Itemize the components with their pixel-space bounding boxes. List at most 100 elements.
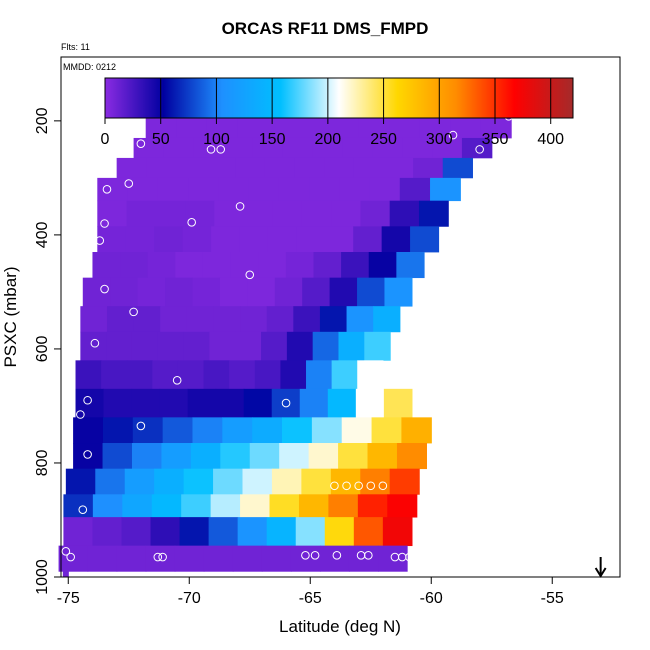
observation-marker <box>206 145 216 154</box>
heatmap-cell <box>299 388 329 418</box>
observation-marker <box>124 179 134 188</box>
heatmap-cell <box>294 157 325 179</box>
heatmap-cell <box>341 252 370 279</box>
observation-marker <box>463 193 472 203</box>
heatmap-cell <box>373 306 401 333</box>
heatmap-cell <box>205 157 236 179</box>
heatmap-cell <box>342 137 373 159</box>
heatmap-cell <box>368 252 397 279</box>
heatmap-cell <box>328 494 359 518</box>
colorbar-tick-label: 250 <box>370 131 397 148</box>
heatmap-cell <box>151 494 182 518</box>
heatmap-cell <box>269 494 300 518</box>
heatmap-cell <box>264 157 296 179</box>
heatmap-cell <box>389 200 420 227</box>
heatmap-cell <box>215 388 245 418</box>
colorbar-tick-label: 300 <box>426 131 453 148</box>
heatmap-cell <box>127 177 159 202</box>
heatmap-cell <box>131 443 163 470</box>
heatmap-cell <box>154 468 185 495</box>
heatmap-cells <box>58 106 512 572</box>
observation-marker <box>405 552 414 562</box>
observation-marker <box>83 450 92 459</box>
y-tick-label: 600 <box>34 335 51 362</box>
y-tick-label: 200 <box>34 107 51 134</box>
heatmap-cell <box>324 517 355 547</box>
heatmap-cell <box>162 417 194 444</box>
heatmap-cell <box>254 360 281 390</box>
heatmap-cell <box>278 177 310 202</box>
observation-marker <box>366 481 376 491</box>
observation-marker <box>281 398 291 408</box>
heatmap-cell <box>413 157 444 179</box>
heatmap-cell <box>282 137 314 159</box>
observation-marker <box>76 410 85 419</box>
observation-marker <box>61 547 71 556</box>
heatmap-cell <box>401 417 432 444</box>
heatmap-cell <box>240 306 268 333</box>
observation-marker <box>235 202 245 211</box>
heatmap-cell <box>243 200 274 227</box>
heatmap-cell <box>331 200 362 227</box>
observation-marker <box>448 130 458 140</box>
y-axis-label: PSXC (mbar) <box>1 266 20 367</box>
heatmap-cell <box>235 157 266 179</box>
heatmap-cell <box>125 226 155 253</box>
heatmap-cell <box>271 388 301 418</box>
heatmap-cell <box>222 417 253 444</box>
heatmap-cell <box>165 277 194 307</box>
heatmap-cell <box>213 468 244 495</box>
flights-label: Flts: 11 <box>61 42 90 52</box>
heatmap-cell <box>92 517 123 547</box>
heatmap-cell <box>301 468 332 495</box>
x-tick-label: -75 <box>57 590 80 607</box>
heatmap-cell <box>341 417 373 444</box>
heatmap-cell <box>126 360 153 390</box>
heatmap-cell <box>58 545 89 572</box>
x-tick-label: -65 <box>299 590 322 607</box>
heatmap-cell <box>147 252 176 279</box>
heatmap-cell <box>213 306 241 333</box>
heatmap-cell <box>161 443 192 470</box>
observation-marker <box>364 551 373 560</box>
heatmap-cell <box>353 517 384 547</box>
heatmap-cell <box>177 360 205 390</box>
heatmap-cell <box>232 545 263 572</box>
heatmap-cell <box>360 468 391 495</box>
heatmap-cell <box>357 494 388 518</box>
heatmap-cell <box>311 417 343 444</box>
heatmap-cell <box>63 494 94 518</box>
heatmap-cell <box>364 331 391 361</box>
observation-marker <box>354 481 363 491</box>
observation-marker <box>100 284 109 294</box>
heatmap-cell <box>92 494 123 518</box>
observation-marker <box>100 219 109 228</box>
heatmap-cell <box>280 360 307 390</box>
heatmap-cell <box>175 157 207 179</box>
heatmap-cell <box>132 417 164 444</box>
heatmap-cell <box>384 277 413 307</box>
mmdd-label: MMDD: 0212 <box>63 62 117 72</box>
heatmap-cell <box>187 388 217 418</box>
heatmap-cell <box>103 388 133 418</box>
colorbar-tick-label: 400 <box>537 131 564 148</box>
heatmap-cell <box>203 360 230 390</box>
heatmap-cell <box>97 226 127 253</box>
heatmap-cell <box>327 388 357 418</box>
heatmap-cell <box>175 252 204 279</box>
heatmap-cell <box>214 200 245 227</box>
heatmap-cell <box>223 137 254 159</box>
colorbar-ramp <box>104 77 574 119</box>
heatmap-cell <box>101 360 128 390</box>
heatmap-cell <box>235 331 262 361</box>
heatmap-cell <box>313 252 342 279</box>
heatmap-cell <box>432 137 463 159</box>
heatmap-cell <box>150 517 181 547</box>
x-tick-label: -70 <box>178 590 201 607</box>
colorbar: 0 50 100 150 200 250 300 350 400 <box>101 77 574 148</box>
heatmap-cell <box>95 468 126 495</box>
heatmap-cell <box>387 494 418 518</box>
observation-marker <box>66 552 75 562</box>
heatmap-cell <box>237 517 268 547</box>
heatmap-cell <box>272 200 303 227</box>
